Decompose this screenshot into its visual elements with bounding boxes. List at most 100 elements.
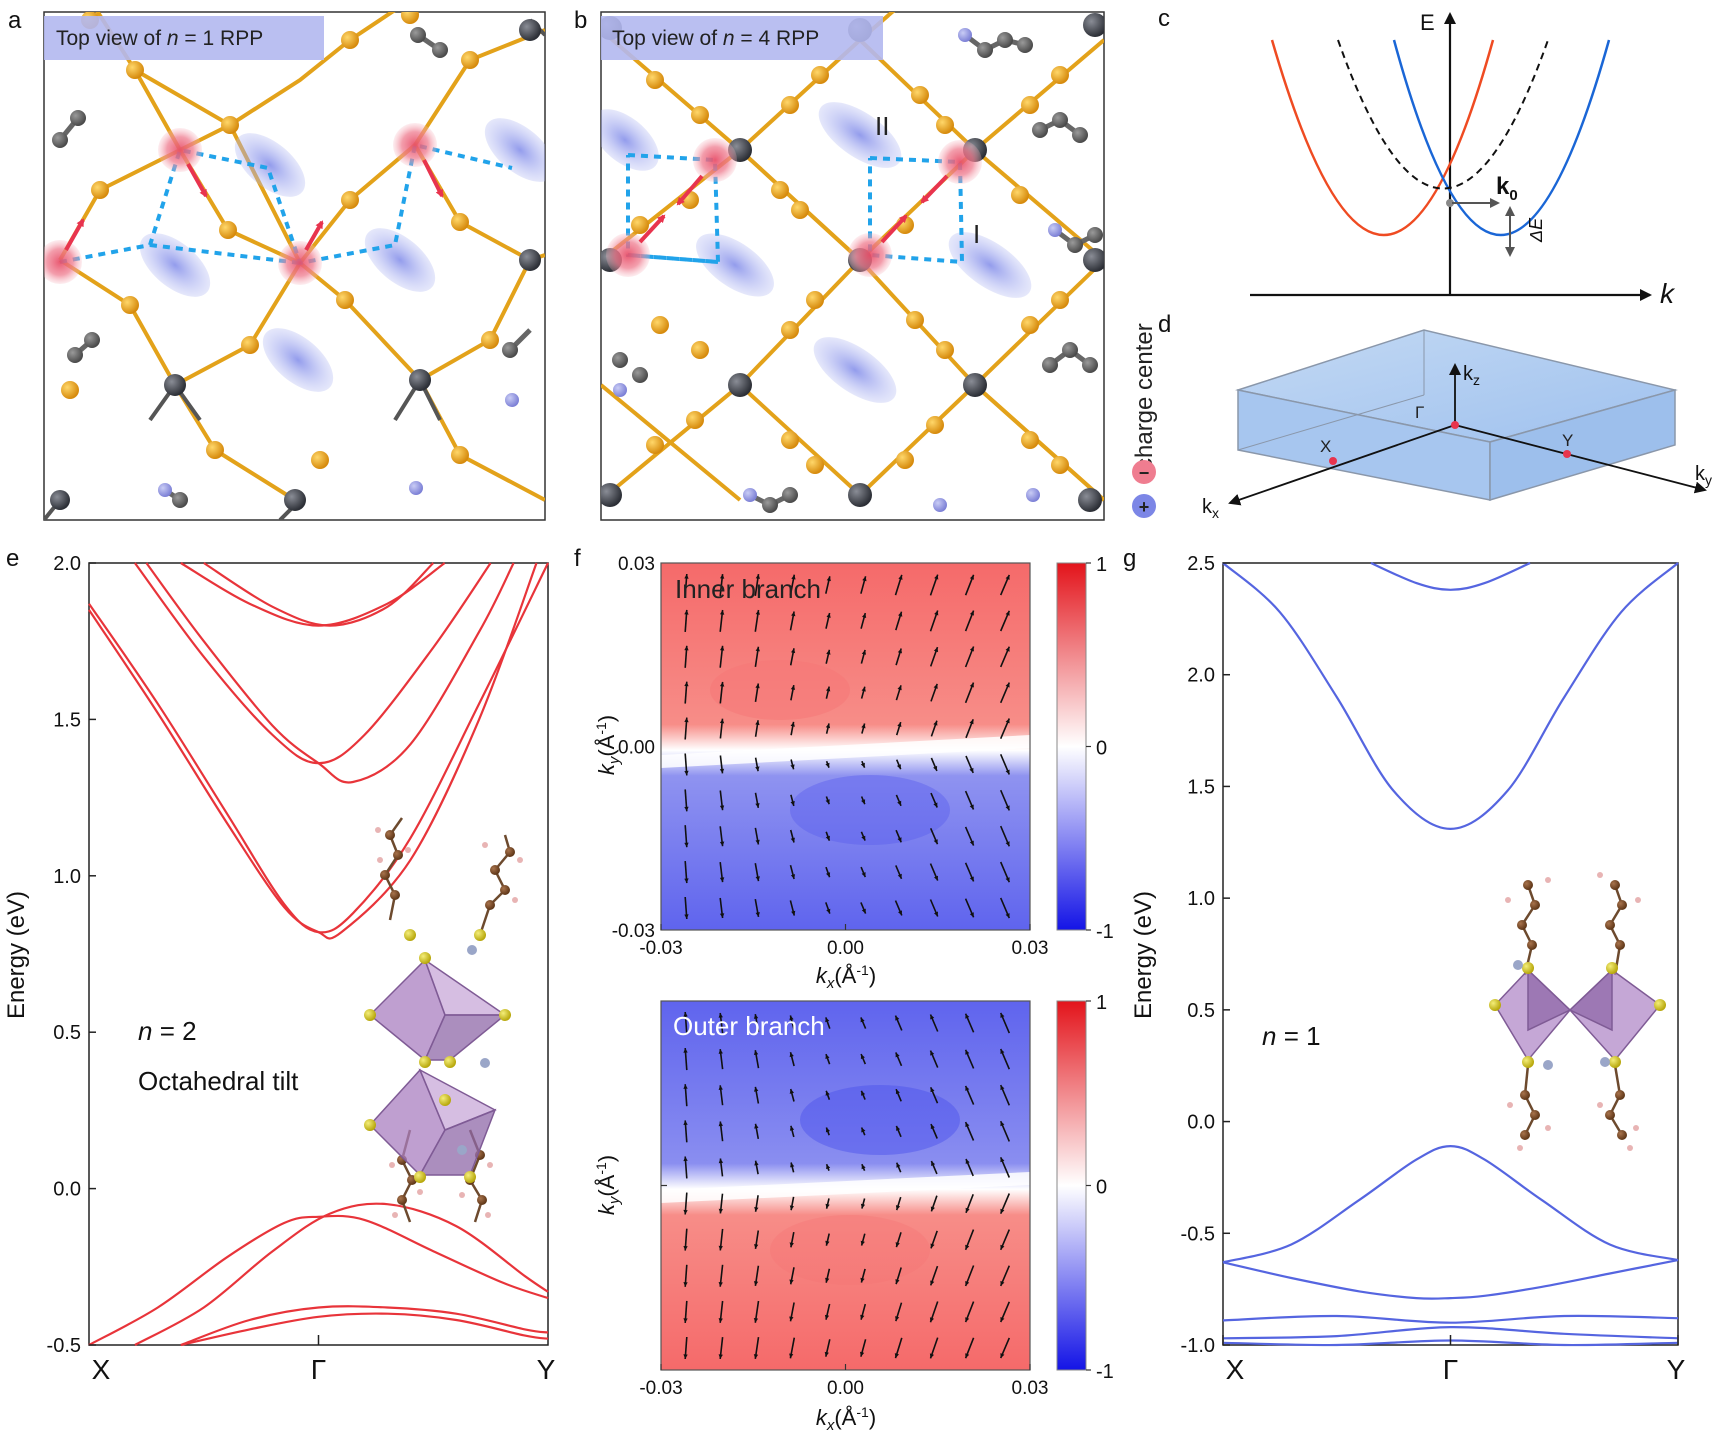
panel-f-inner-xtick-label: 0.03 — [1012, 938, 1049, 959]
panel-f-outer-vector-head — [753, 1050, 759, 1055]
panel-f-outer-vector-head — [754, 1123, 759, 1129]
panel-f-inner-vector-head — [969, 876, 974, 882]
panel-e-band-band3 — [145, 562, 515, 784]
panel-f-colorbar-bottom — [1056, 1000, 1087, 1371]
panel-e-band-band2 — [88, 562, 538, 940]
panel-f-inner-vector-head — [897, 837, 902, 843]
panel-f-outer-xtick-label: 0.00 — [827, 1378, 864, 1399]
panel-f-outer-vector-head — [861, 1164, 866, 1170]
panel-f-inner-vector-head — [933, 802, 938, 808]
panel-f-outer-vector-head — [683, 1084, 688, 1089]
panel-g-bands — [1222, 561, 1679, 1347]
panel-g-ytick-label: 0.5 — [1187, 1000, 1215, 1022]
panel-f-outer-vector-head — [789, 1279, 794, 1285]
legend-positive-icon — [1132, 494, 1156, 518]
panel-f-outer-xtick-label: 0.03 — [1012, 1378, 1049, 1399]
panel-f-inner-vector-head — [790, 837, 795, 843]
panel-f-inner-vector-head — [934, 610, 939, 616]
panel-d-y-label: Y — [1562, 431, 1573, 450]
panel-d-kz-label: kz — [1463, 363, 1480, 388]
panel-f-inner-vector-head — [684, 681, 689, 687]
panel-f-inner-vector-head — [684, 914, 689, 919]
panel-f-outer-vector-head — [965, 1317, 970, 1323]
panel-f-outer-coldspot — [800, 1085, 960, 1155]
panel-f-inner-vector-head — [969, 804, 974, 810]
panel-g-annotation-n: n = 1 — [1262, 1021, 1321, 1051]
legend-label: charge center — [1131, 323, 1158, 470]
panel-f-inner-vector-head — [755, 766, 760, 772]
panel-f-outer-ylabel: ky(Å-1) — [593, 1155, 623, 1215]
panel-f-inner-vector-head — [825, 835, 830, 841]
panel-e-ytick-label: 1.5 — [53, 709, 81, 731]
panel-f-inner-vector-head — [969, 646, 974, 652]
panel-f-inner-vector-head — [684, 574, 689, 579]
panel-f-outer-vector-head — [789, 1316, 794, 1322]
panel-f-inner-vector-head — [755, 683, 760, 689]
panel-f-inner-ylabel: ky(Å-1) — [593, 715, 623, 775]
panel-f-outer-vector-head — [1000, 1244, 1005, 1250]
panel-f-outer-vector-head — [965, 1353, 970, 1359]
panel-d-gamma-point — [1451, 421, 1459, 429]
panel-f-outer-vector-head — [718, 1282, 723, 1287]
panel-f-outer-vector-head — [826, 1164, 831, 1170]
panel-f-inner-ytick-label: -0.03 — [612, 921, 655, 942]
panel-e-frame — [88, 562, 549, 1346]
panel-f-inner-arrows — [684, 573, 1011, 920]
panel-d-x-point — [1329, 457, 1337, 465]
panel-f-outer-vector-head — [718, 1318, 723, 1323]
panel-g-band-cb1 — [1222, 562, 1679, 831]
panel-e-annotation-tilt: Octahedral tilt — [138, 1066, 299, 1096]
panel-f-inner-vector-head — [755, 912, 760, 917]
panel-f-inner-vector-head — [861, 835, 866, 841]
panel-e-xtick-label: Γ — [311, 1354, 326, 1385]
panel-f-inner-vector-head — [684, 609, 689, 615]
panel-f-outer-vector-head — [789, 1242, 794, 1248]
panel-f-outer-vector-head — [753, 1281, 759, 1286]
panel-f-inner-vector-head — [825, 762, 830, 768]
panel-f-inner-vector-head — [791, 910, 796, 916]
panel-f-outer-hotspot — [770, 1215, 930, 1285]
panel-e-band-vb2 — [134, 1202, 549, 1346]
panel-f-inner-vector-head — [1005, 805, 1010, 811]
panel-a-structure — [44, 12, 545, 520]
panel-f-inner-coldspot — [790, 775, 950, 845]
panel-f-inner-vector-head — [969, 912, 974, 918]
panel-f-inner-colorbar-tick-label: -1 — [1096, 921, 1114, 943]
panel-f-inner-vector-head — [898, 611, 903, 617]
panel-f-outer-vector-head — [965, 1122, 970, 1128]
panel-c-e-label: E — [1420, 10, 1435, 35]
panel-e-ytick-label: 2.0 — [53, 553, 81, 575]
panel-f-inner-vector-head — [684, 645, 689, 651]
panel-g-xtick-label: X — [1226, 1354, 1245, 1385]
panel-f-outer-vector-head — [895, 1205, 901, 1211]
panel-g-ytick-label: -1.0 — [1181, 1335, 1215, 1357]
panel-g-xtick-label: Γ — [1443, 1354, 1458, 1385]
panel-g-ytick-label: 2.5 — [1187, 553, 1215, 575]
panel-f-inner-vector-head — [933, 839, 938, 845]
panel-f-inner-vector-head — [719, 718, 725, 724]
panel-f-outer-label: Outer branch — [673, 1011, 825, 1041]
panel-f-inner-vector-head — [719, 768, 725, 774]
panel-e-ytick-label: -0.5 — [47, 1335, 81, 1357]
panel-e-band-vb4 — [180, 1312, 549, 1347]
panel-f-outer-vector-head — [930, 1280, 935, 1286]
panel-f-outer-vector-head — [930, 1050, 935, 1056]
panel-f-inner-vector-head — [934, 875, 938, 881]
panel-f-outer-vector-head — [718, 1013, 723, 1018]
legend-plus: + — [1139, 497, 1150, 517]
panel-f-outer-vector-head — [754, 1160, 759, 1166]
panel-f-inner-vector-head — [719, 841, 725, 847]
panel-c-right-band — [1392, 39, 1611, 236]
panel-e-ytick-label: 1.0 — [53, 866, 81, 888]
panel-f-outer-vector-head — [790, 1162, 795, 1168]
panel-f-inner-vector-head — [896, 764, 901, 770]
panel-letter-f: f — [574, 545, 581, 572]
panel-f-outer-vector-head — [894, 1353, 899, 1359]
panel-g-band-vb4 — [1222, 1325, 1679, 1340]
panel-f-inner-vector-head — [898, 574, 903, 580]
panel-f-outer-vector-head — [930, 1206, 935, 1212]
panel-f-outer-vector-head — [825, 1240, 830, 1246]
panel-g-ylabel: Energy (eV) — [1130, 891, 1157, 1019]
panel-f-outer-vector-head — [896, 1162, 901, 1168]
panel-f: Inner branch Outer branch -0.03 0.00 0.03 0… — [593, 554, 1114, 1434]
